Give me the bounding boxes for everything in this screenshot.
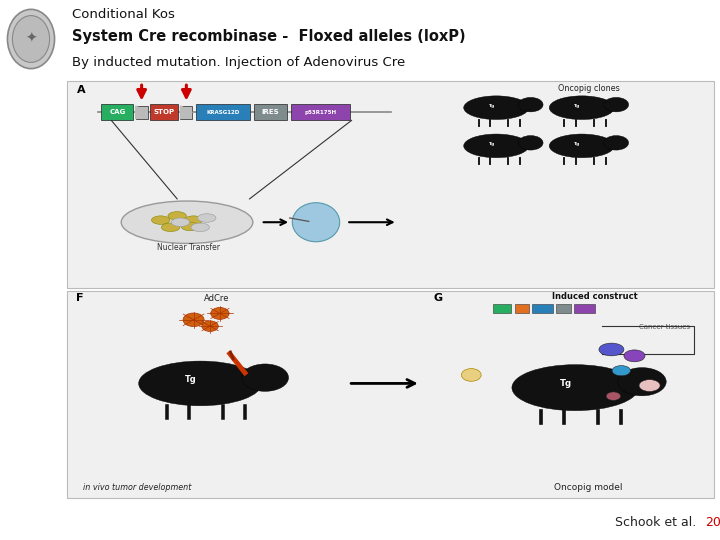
Ellipse shape (202, 321, 218, 332)
Ellipse shape (606, 392, 621, 400)
Text: STOP: STOP (153, 110, 174, 116)
Text: Oncopig clones: Oncopig clones (557, 84, 619, 93)
Text: By inducted mutation. Injection of Adenovirus Cre: By inducted mutation. Injection of Adeno… (72, 56, 405, 69)
Text: MURCIA: MURCIA (27, 280, 35, 320)
Polygon shape (135, 106, 148, 119)
Text: AdCre: AdCre (204, 294, 230, 303)
Ellipse shape (139, 361, 261, 406)
Text: Tg: Tg (574, 104, 580, 108)
Text: Induced construct: Induced construct (552, 292, 638, 301)
Ellipse shape (639, 380, 660, 392)
Circle shape (12, 16, 50, 63)
Text: Tg: Tg (488, 142, 495, 146)
Ellipse shape (612, 366, 631, 376)
Ellipse shape (549, 96, 614, 119)
Text: G: G (433, 294, 443, 303)
Ellipse shape (604, 136, 629, 150)
Text: IRES: IRES (262, 110, 279, 116)
Ellipse shape (211, 307, 229, 319)
Bar (532, 304, 553, 313)
Text: Schook et al.: Schook et al. (615, 516, 701, 530)
Text: Nuclear Transfer: Nuclear Transfer (158, 244, 220, 252)
Ellipse shape (624, 350, 645, 362)
Text: Tg: Tg (488, 104, 495, 108)
Bar (197, 104, 250, 120)
Text: System Cre recombinase -  Floxed alleles (loxP): System Cre recombinase - Floxed alleles … (72, 29, 466, 44)
Bar (493, 304, 511, 313)
Text: Tg: Tg (560, 380, 572, 388)
Bar (150, 104, 178, 120)
Text: KRASG12D: KRASG12D (207, 110, 240, 115)
Text: Conditional Kos: Conditional Kos (72, 8, 175, 21)
Ellipse shape (518, 97, 543, 112)
Text: UNIVERSIDAD DE: UNIVERSIDAD DE (28, 179, 34, 235)
Ellipse shape (464, 96, 529, 119)
Ellipse shape (512, 364, 639, 411)
Bar (67, 291, 714, 498)
Text: F: F (76, 294, 84, 303)
Ellipse shape (604, 97, 629, 112)
Text: ✦: ✦ (25, 32, 37, 46)
Ellipse shape (599, 343, 624, 356)
Ellipse shape (242, 364, 289, 392)
Text: CAG: CAG (109, 110, 125, 116)
Ellipse shape (161, 223, 180, 232)
Bar (254, 104, 287, 120)
Ellipse shape (464, 134, 529, 158)
Bar (556, 304, 571, 313)
Bar (291, 104, 350, 120)
Text: Tg: Tg (185, 375, 197, 384)
Text: Tg: Tg (574, 142, 580, 146)
Text: 2016: 2016 (706, 516, 720, 530)
Bar (135, 106, 148, 119)
Ellipse shape (171, 218, 189, 226)
Text: in vivo tumor development: in vivo tumor development (84, 483, 192, 491)
Bar (574, 304, 595, 313)
Ellipse shape (549, 134, 614, 158)
Polygon shape (181, 106, 192, 119)
Ellipse shape (151, 216, 170, 224)
Ellipse shape (518, 136, 543, 150)
Text: A: A (76, 85, 85, 95)
Text: p53R175H: p53R175H (305, 110, 337, 115)
Ellipse shape (181, 222, 199, 231)
Bar (67, 81, 714, 288)
Text: Oncopig model: Oncopig model (554, 483, 623, 491)
Ellipse shape (618, 368, 666, 396)
Text: Cancer tissues: Cancer tissues (639, 324, 690, 330)
Ellipse shape (292, 202, 340, 242)
Ellipse shape (168, 212, 186, 220)
Ellipse shape (191, 223, 210, 232)
Ellipse shape (184, 216, 203, 224)
Ellipse shape (197, 214, 216, 222)
Bar (515, 304, 529, 313)
Circle shape (7, 9, 55, 69)
Bar (181, 106, 192, 119)
Bar (102, 104, 133, 120)
Ellipse shape (121, 201, 253, 244)
Ellipse shape (462, 369, 481, 381)
Ellipse shape (183, 313, 204, 327)
